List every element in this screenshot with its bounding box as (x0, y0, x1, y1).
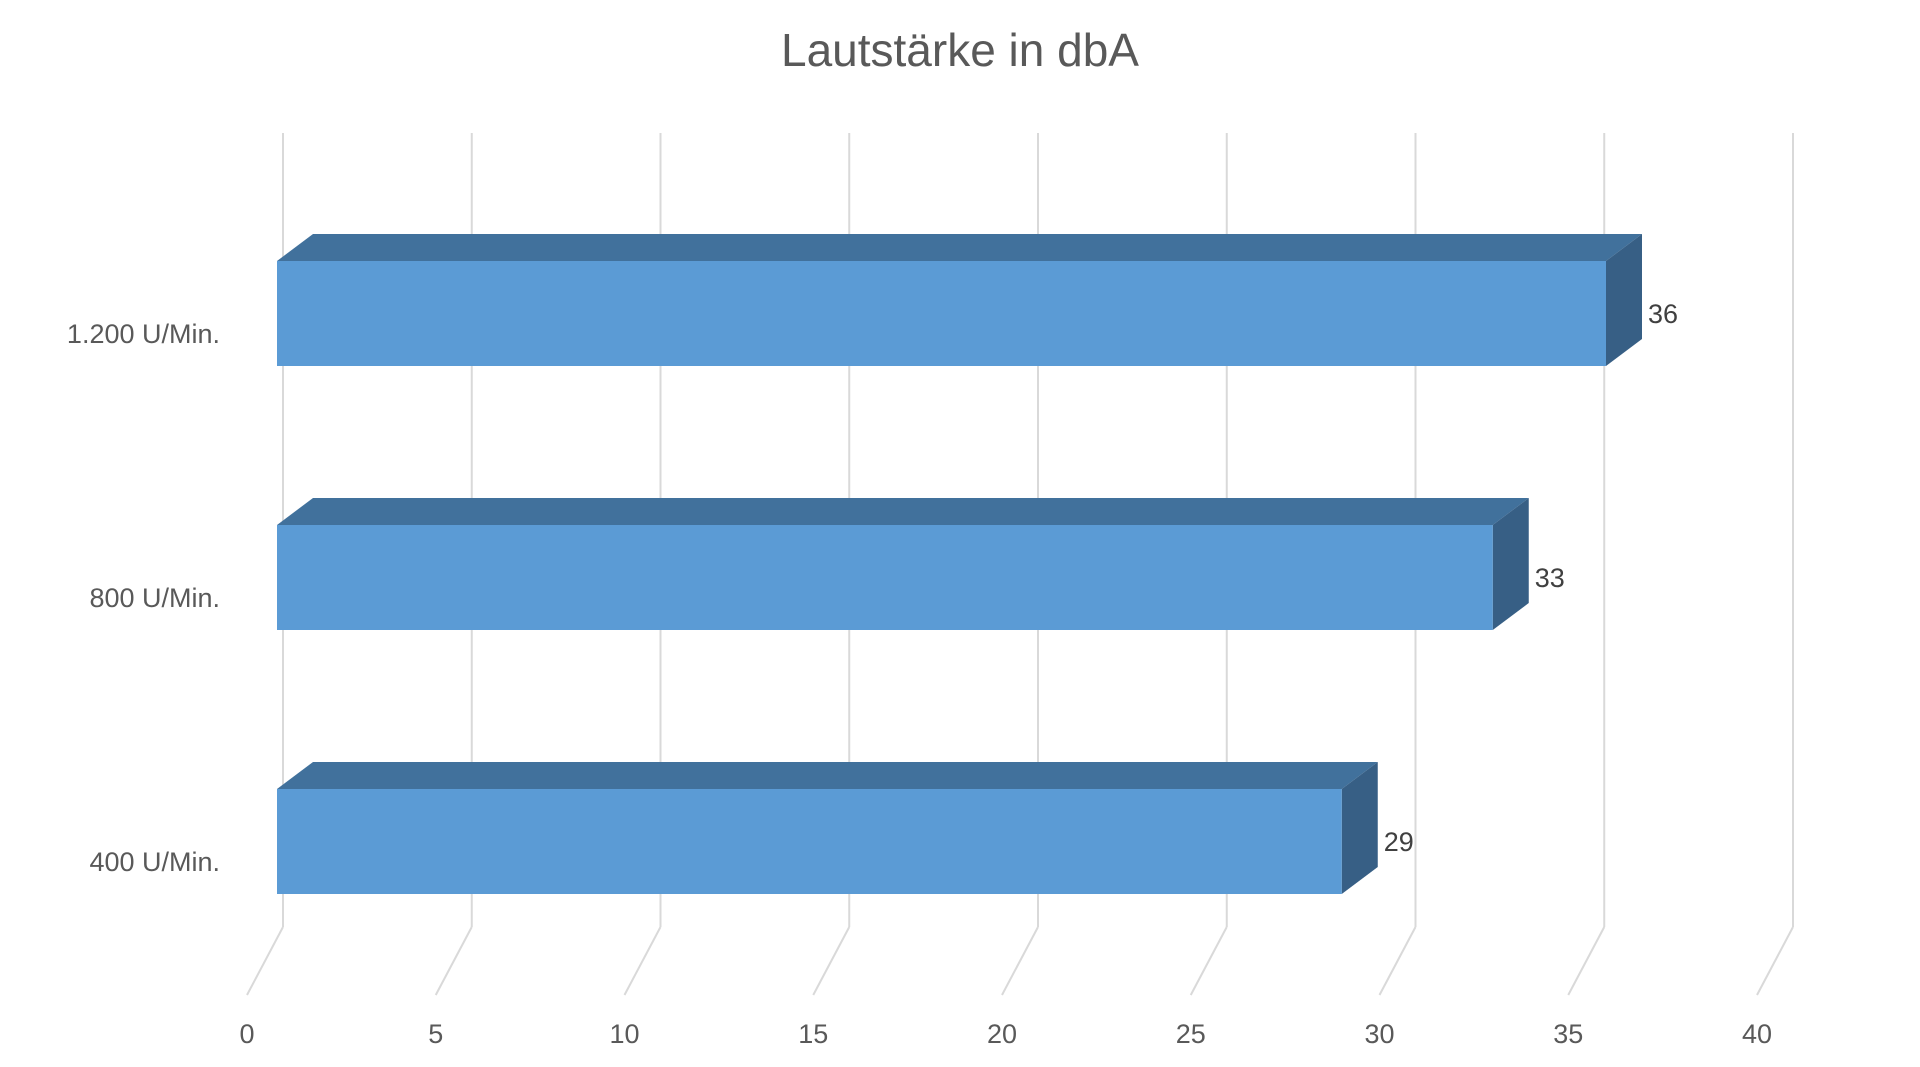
x-axis-tick-labels: 0 5 10 15 20 25 30 35 40 (239, 1019, 1772, 1049)
bar (277, 789, 1342, 894)
data-labels: 36 33 29 (1384, 299, 1678, 857)
bar-side-face (1606, 234, 1642, 366)
category-label: 1.200 U/Min. (67, 319, 220, 349)
gridline-floor-20 (1001, 926, 1039, 996)
x-tick-label: 10 (609, 1019, 639, 1049)
bar-top-face (277, 762, 1378, 789)
gridline-floor-25 (1189, 926, 1228, 996)
x-tick-label: 0 (239, 1019, 254, 1049)
data-label: 29 (1384, 827, 1414, 857)
gridline-floor-40 (1756, 926, 1794, 996)
gridline-floor-35 (1567, 926, 1606, 996)
data-label: 36 (1648, 299, 1678, 329)
y-axis-category-labels: 1.200 U/Min. 800 U/Min. 400 U/Min. (67, 319, 220, 877)
bar-top-face (277, 498, 1529, 525)
x-tick-label: 30 (1364, 1019, 1394, 1049)
gridline-floor-0 (246, 926, 284, 996)
category-label: 800 U/Min. (89, 583, 220, 613)
gridline-floor-10 (623, 926, 662, 996)
bar-side-face (1341, 762, 1378, 894)
category-label: 400 U/Min. (89, 847, 220, 877)
x-tick-label: 25 (1176, 1019, 1206, 1049)
bar (277, 261, 1606, 366)
gridline-floor-30 (1378, 926, 1417, 996)
x-tick-label: 5 (428, 1019, 443, 1049)
gridline-floor-15 (812, 926, 851, 996)
bar-top-face (277, 234, 1642, 261)
x-tick-label: 15 (798, 1019, 828, 1049)
bar (277, 525, 1493, 630)
bars (277, 234, 1642, 894)
x-tick-label: 35 (1553, 1019, 1583, 1049)
x-tick-label: 20 (987, 1019, 1017, 1049)
gridline-floor-5 (434, 926, 473, 996)
x-tick-label: 40 (1742, 1019, 1772, 1049)
chart-title: Lautstärke in dbA (781, 24, 1139, 76)
bar-side-face (1492, 498, 1529, 630)
data-label: 33 (1535, 563, 1565, 593)
